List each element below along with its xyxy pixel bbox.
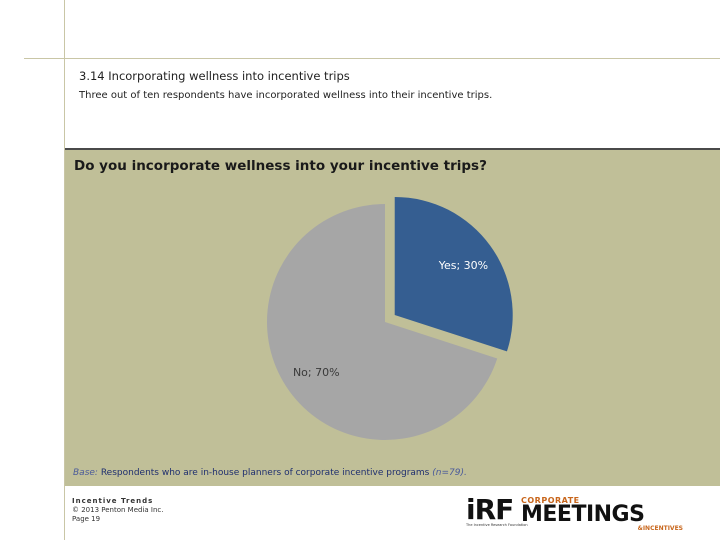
section-title: 3.14 Incorporating wellness into incenti… — [79, 69, 350, 83]
pie-label-yes: Yes; 30% — [438, 259, 488, 272]
cmi-logo-bottom: &INCENTIVES — [637, 525, 683, 532]
pie-chart: Yes; 30% No; 70% — [267, 196, 513, 440]
footer-page: Page 19 — [72, 515, 101, 523]
pie-label-no: No; 70% — [293, 366, 340, 379]
section-subtitle: Three out of ten respondents have incorp… — [79, 90, 493, 101]
irf-logo: iRF The Incentive Research Foundation — [466, 493, 528, 527]
base-n: (n=79). — [432, 468, 467, 478]
cmi-logo: CORPORATE MEETINGS &INCENTIVES — [521, 496, 683, 532]
irf-logo-letters: iRF — [466, 493, 514, 526]
chart-panel: Do you incorporate wellness into your in… — [65, 148, 720, 486]
cmi-logo-top: CORPORATE — [521, 496, 580, 505]
footer-copyright: © 2013 Penton Media Inc. — [72, 506, 164, 514]
chart-title: Do you incorporate wellness into your in… — [74, 158, 487, 174]
base-note: Base: Respondents who are in-house plann… — [73, 468, 467, 478]
pie-slice-yes — [394, 196, 513, 352]
left-rule — [64, 0, 65, 540]
base-label: Base: — [73, 468, 98, 478]
footer: Incentive Trends © 2013 Penton Media Inc… — [72, 497, 164, 524]
cmi-logo-main: MEETINGS — [521, 502, 645, 527]
pie-slice-no — [267, 204, 498, 440]
footer-brand: Incentive Trends — [72, 497, 154, 505]
irf-logo-tagline: The Incentive Research Foundation — [466, 523, 528, 527]
base-text: Respondents who are in-house planners of… — [97, 468, 433, 478]
top-rule — [24, 58, 720, 59]
